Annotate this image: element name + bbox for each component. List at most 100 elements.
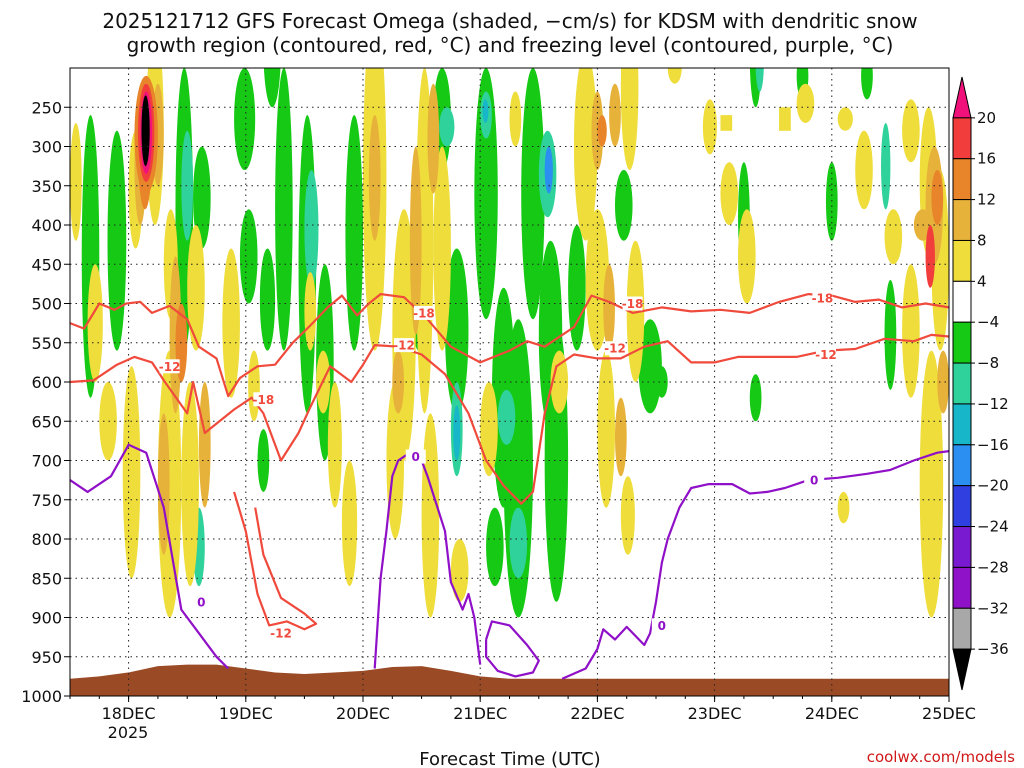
freezing-level-contour xyxy=(70,443,229,670)
omega-rising-cell xyxy=(486,507,504,587)
omega-sinking-cell xyxy=(603,264,615,351)
omega-sinking-cell xyxy=(327,382,342,508)
omega-sinking-cell xyxy=(597,350,615,508)
omega-sinking-cell xyxy=(884,209,903,265)
x-tick-label: 23DEC xyxy=(688,704,742,723)
freezing-level-contour xyxy=(485,620,540,678)
colorbar: 20 16 12 8 4 −4 −8 −12 −16 −20 −24 −28 −32 −36 xyxy=(952,76,1009,691)
contour-label-minus12: -12 xyxy=(159,360,181,374)
omega-sinking-cell xyxy=(187,224,205,351)
colorbar-swatch xyxy=(952,321,972,364)
omega-rising-cell xyxy=(239,209,258,304)
contour-label-minus12-bg xyxy=(270,626,291,641)
omega-sinking-core xyxy=(931,170,944,225)
colorbar-label: −24 xyxy=(977,518,1009,536)
contour-label-minus12-bg xyxy=(604,341,625,356)
omega-sinking-cell xyxy=(341,460,358,587)
omega-sinking-cell xyxy=(248,350,260,422)
contour-label-minus18: -18 xyxy=(622,297,644,311)
omega-sinking-cell xyxy=(87,264,103,382)
omega-sinking-cell xyxy=(855,130,873,210)
omega-rising-cell xyxy=(263,68,281,108)
colorbar-swatch xyxy=(952,239,972,282)
contour-label-zero-bg xyxy=(651,618,672,633)
dgz-minus12-contour xyxy=(70,333,949,505)
contour-label-minus12-bg xyxy=(815,347,836,362)
omega-sinking-cell xyxy=(70,122,82,241)
x-axis-ticks: 18DEC 19DEC 20DEC 21DEC 22DEC 23DEC 24DEC 25DEC xyxy=(69,696,976,723)
omega-rising-core xyxy=(755,68,764,92)
contour-label-minus18-bg xyxy=(622,296,643,311)
y-tick-label: 600 xyxy=(31,373,62,392)
contour-label-zero-bg xyxy=(804,473,825,488)
y-tick-label: 650 xyxy=(31,412,62,431)
colorbar-swatch xyxy=(952,280,972,323)
omega-sinking-cell xyxy=(667,68,682,84)
contour-label-minus12-bg xyxy=(394,338,415,353)
omega-sinking-cell xyxy=(609,83,621,147)
colorbar-swatch xyxy=(952,526,972,568)
contour-label-minus12: -12 xyxy=(393,339,415,353)
omega-rising-cell xyxy=(521,68,545,320)
omega-strong-core xyxy=(544,146,553,194)
y-tick-label: 900 xyxy=(31,609,62,628)
omega-sinking-cell xyxy=(480,382,498,477)
colorbar-swatch xyxy=(952,199,972,241)
x-tick-label: 24DEC xyxy=(805,704,859,723)
omega-sinking-cell xyxy=(919,350,944,618)
omega-rising-cell xyxy=(656,366,668,398)
omega-sinking-core xyxy=(925,225,935,288)
y-tick-label: 750 xyxy=(31,491,62,510)
omega-sinking-cell xyxy=(620,68,639,171)
freezing-level-contour xyxy=(561,450,949,680)
y-tick-label: 800 xyxy=(31,530,62,549)
omega-strong-core xyxy=(482,99,489,123)
omega-sinking-cell xyxy=(902,99,920,163)
omega-sinking-cell xyxy=(509,91,522,147)
omega-sinking-cell xyxy=(368,115,381,241)
omega-sinking-cell xyxy=(409,146,422,335)
omega-sinking-cell xyxy=(181,382,199,587)
chart-title-line2: growth region (contoured, red, °C) and f… xyxy=(127,33,894,57)
omega-rising-cell xyxy=(234,68,256,171)
colorbar-label: 8 xyxy=(977,231,987,249)
y-tick-label: 850 xyxy=(31,569,62,588)
omega-sinking-cell xyxy=(796,83,815,123)
contour-label-minus12: -12 xyxy=(604,342,626,356)
terrain xyxy=(70,664,949,696)
contour-label-zero-bg xyxy=(405,449,426,464)
omega-sinking-cell xyxy=(837,491,850,524)
colorbar-swatch xyxy=(952,444,972,487)
omega-sinking-cell xyxy=(620,476,635,555)
x-axis-label: Forecast Time (UTC) xyxy=(419,749,600,768)
y-tick-label: 400 xyxy=(31,216,62,235)
colorbar-label: 4 xyxy=(977,272,987,290)
contour-label-minus18-bg xyxy=(812,291,833,306)
y-tick-label: 350 xyxy=(31,177,62,196)
contour-label-minus12: -12 xyxy=(270,627,292,641)
omega-cell xyxy=(720,115,733,131)
contour-label-minus18-bg xyxy=(253,392,274,407)
colorbar-swatch xyxy=(952,76,972,119)
colorbar-swatch xyxy=(952,607,972,650)
x-tick-label: 18DEC xyxy=(102,704,156,723)
y-tick-label: 300 xyxy=(31,138,62,157)
omega-rising-cell xyxy=(749,374,762,422)
omega-sinking-cell xyxy=(198,382,211,508)
omega-cell xyxy=(779,107,791,131)
omega-sinking-cell xyxy=(837,107,853,131)
colorbar-label: −16 xyxy=(977,436,1009,454)
omega-rising-cell xyxy=(568,224,586,351)
colorbar-label: −20 xyxy=(977,477,1009,495)
omega-sinking-cell xyxy=(738,209,756,304)
colorbar-swatch xyxy=(952,648,972,691)
omega-sinking-cell xyxy=(433,146,451,351)
omega-sinking-cell xyxy=(304,272,317,351)
contour-label-minus18-bg xyxy=(413,305,434,320)
omega-rising-cell xyxy=(861,68,873,100)
contour-label-zero: 0 xyxy=(412,450,420,464)
omega-sinking-cell xyxy=(937,350,949,414)
contour-label-zero-bg xyxy=(191,594,212,609)
omega-sinking-cell xyxy=(720,162,739,226)
